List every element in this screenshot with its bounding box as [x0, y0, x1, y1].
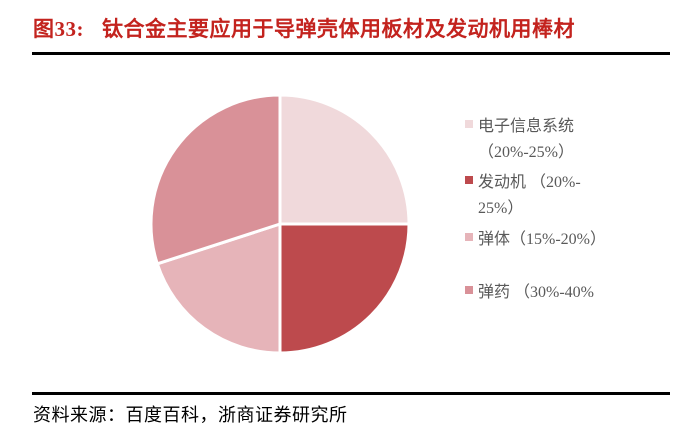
legend-label: 弹体（15%-20%）	[478, 231, 606, 248]
figure-number: 图33:	[33, 17, 84, 41]
figure-title: 图33: 钛合金主要应用于导弹壳体用板材及发动机用棒材	[33, 13, 673, 43]
legend-item-missile-body: 弹体（15%-20%）	[463, 227, 678, 253]
legend-marker-missile-body	[465, 233, 473, 241]
legend-label: 发动机 （20%-	[478, 174, 581, 191]
pie-chart	[148, 92, 412, 356]
legend-marker-engine	[465, 176, 473, 184]
figure-title-text: 钛合金主要应用于导弹壳体用板材及发动机用棒材	[102, 17, 575, 41]
legend-label: 弹药 （30%-40%	[478, 284, 594, 301]
legend-item-engine: 发动机 （20%- 25%）	[463, 170, 678, 222]
title-divider-line	[32, 52, 670, 55]
source-divider-line	[32, 392, 670, 395]
pie-slice-发动机	[278, 222, 411, 355]
legend-label-cont: 25%）	[478, 200, 524, 217]
pie-slice-电子信息系统	[278, 93, 411, 226]
legend-item-electronics: 电子信息系统 （20%-25%）	[463, 114, 678, 166]
pie-chart-svg	[149, 93, 411, 355]
legend-marker-ammunition	[465, 286, 473, 294]
legend-marker-electronics	[465, 120, 473, 128]
legend-label-cont: （20%-25%）	[478, 144, 574, 161]
pie-slice-弹体	[155, 222, 282, 355]
pie-slice-弹药	[149, 93, 282, 266]
legend-label: 电子信息系统	[478, 118, 575, 135]
source-note: 资料来源：百度百科，浙商证券研究所	[33, 405, 348, 425]
legend-item-ammunition: 弹药 （30%-40%	[463, 280, 678, 306]
